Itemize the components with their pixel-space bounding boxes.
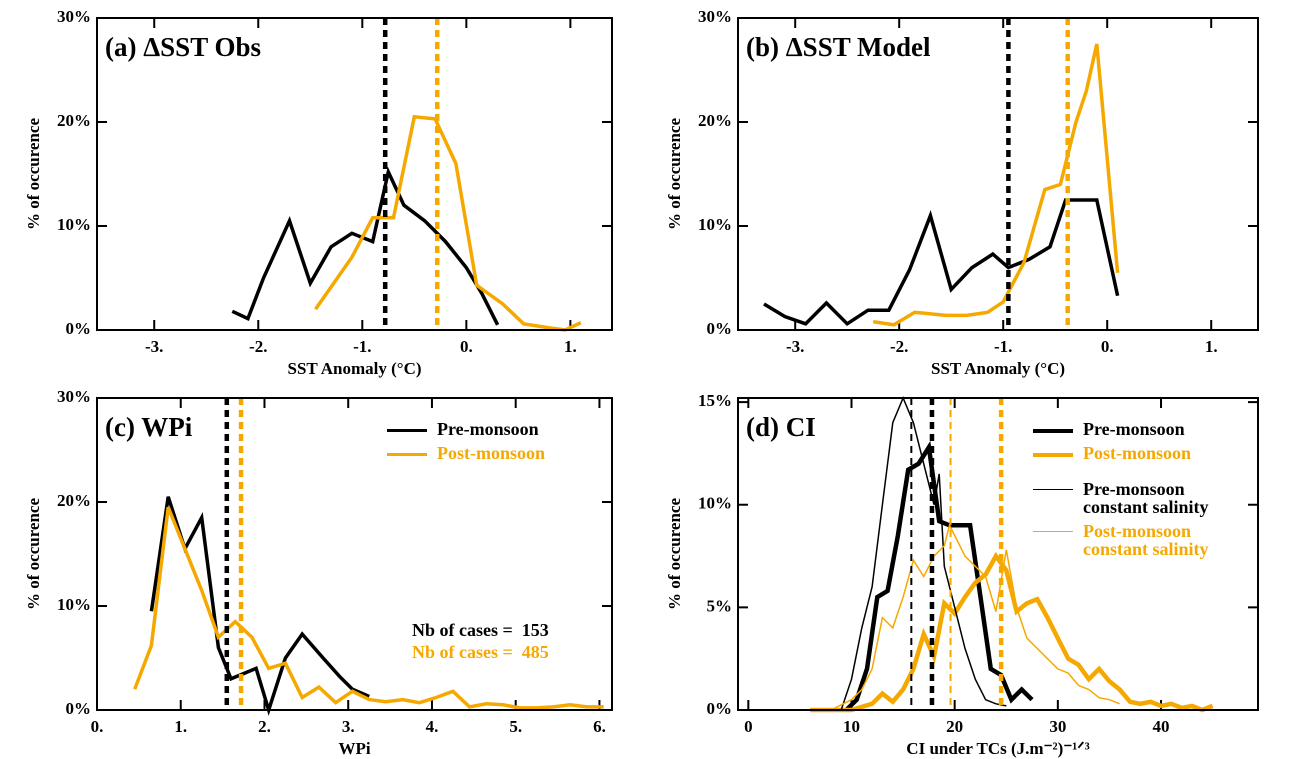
legend-item: Pre-monsoon <box>1033 420 1243 438</box>
y-tick-label: 0% <box>66 699 92 718</box>
legend-swatch <box>1033 531 1073 532</box>
series-line <box>810 523 1120 711</box>
y-tick-label: 20% <box>57 491 91 510</box>
annotation: Nb of cases = 485 <box>412 642 549 662</box>
x-tick-label: 40 <box>1153 717 1170 736</box>
legend: Pre-monsoon Post-monsoon Pre-monsoon const… <box>1033 420 1243 564</box>
y-tick-label: 10% <box>57 215 91 234</box>
x-tick-label: 3. <box>342 717 355 736</box>
legend-swatch <box>1033 489 1073 490</box>
plot-frame <box>96 397 613 711</box>
legend-label: Post-monsoon <box>437 443 546 463</box>
x-tick-label: 2. <box>258 717 271 736</box>
legend-label: Post-monsoon constant salinity <box>1083 521 1209 559</box>
legend-swatch <box>1033 453 1073 457</box>
legend-swatch <box>387 429 427 432</box>
annotation: Nb of cases = 153 <box>412 620 549 640</box>
series-line <box>810 551 1214 713</box>
x-tick-label: 0. <box>460 337 473 356</box>
y-tick-label: 30% <box>57 387 91 406</box>
x-tick-label: 5. <box>509 717 522 736</box>
series-line <box>763 198 1120 327</box>
y-axis-label: % of occurence <box>24 498 43 610</box>
x-tick-label: 0. <box>1101 337 1114 356</box>
plot-frame <box>96 17 613 331</box>
legend-label: Pre-monsoon constant salinity <box>1083 479 1209 517</box>
y-tick-label: 5% <box>707 596 733 615</box>
panel-title: (b) ΔSST Model <box>746 32 931 62</box>
x-tick-label: 30 <box>1049 717 1066 736</box>
x-tick-label: 0. <box>91 717 104 736</box>
legend-swatch <box>1033 429 1073 433</box>
panel-title: (c) WPi <box>105 412 193 442</box>
x-tick-label: -1. <box>353 337 371 356</box>
legend-label: Pre-monsoon <box>1083 419 1185 439</box>
y-tick-label: 0% <box>66 319 92 338</box>
x-tick-label: 1. <box>564 337 577 356</box>
x-tick-label: 10 <box>843 717 860 736</box>
series-line <box>133 506 604 710</box>
x-tick-label: -2. <box>890 337 908 356</box>
legend-label: Pre-monsoon <box>437 419 539 439</box>
x-axis-label: WPi <box>338 739 370 758</box>
y-axis-label: % of occurence <box>665 498 684 610</box>
y-tick-label: 15% <box>698 391 732 410</box>
plot-frame <box>737 397 1259 711</box>
series-line <box>231 166 500 326</box>
x-tick-label: -3. <box>145 337 163 356</box>
series-line <box>314 114 582 332</box>
x-axis-label: SST Anomaly (°C) <box>931 359 1065 378</box>
legend-label: Post-monsoon <box>1083 443 1192 463</box>
panel-title: (a) ΔSST Obs <box>105 32 261 62</box>
y-tick-label: 10% <box>698 494 732 513</box>
x-tick-label: -1. <box>994 337 1012 356</box>
plot-frame <box>737 17 1259 331</box>
x-axis-label: SST Anomaly (°C) <box>287 359 421 378</box>
legend-item: Pre-monsoon constant salinity <box>1033 480 1243 516</box>
x-tick-label: 0 <box>744 717 753 736</box>
y-tick-label: 10% <box>57 595 91 614</box>
x-tick-label: 1. <box>1205 337 1218 356</box>
y-tick-label: 20% <box>57 111 91 130</box>
legend-item: Post-monsoon <box>387 444 597 462</box>
legend-item: Post-monsoon <box>1033 444 1243 462</box>
x-tick-label: -2. <box>249 337 267 356</box>
x-axis-label: CI under TCs (J.m⁻²)⁻¹ᐟ³ <box>906 739 1089 758</box>
y-tick-label: 10% <box>698 215 732 234</box>
y-tick-label: 0% <box>707 319 733 338</box>
series-line <box>872 43 1120 327</box>
legend: Pre-monsoon Post-monsoon <box>387 420 597 468</box>
y-tick-label: 30% <box>57 7 91 26</box>
x-tick-label: 1. <box>174 717 187 736</box>
series-line <box>840 396 1007 711</box>
legend-swatch <box>387 453 427 456</box>
y-tick-label: 0% <box>707 699 733 718</box>
x-tick-label: 6. <box>593 717 606 736</box>
x-tick-label: 20 <box>946 717 963 736</box>
panel-title: (d) CI <box>746 412 816 442</box>
legend-item: Post-monsoon constant salinity <box>1033 522 1243 558</box>
y-tick-label: 30% <box>698 7 732 26</box>
legend-item: Pre-monsoon <box>387 420 597 438</box>
x-tick-label: -3. <box>786 337 804 356</box>
y-axis-label: % of occurence <box>665 118 684 230</box>
y-tick-label: 20% <box>698 111 732 130</box>
x-tick-label: 4. <box>426 717 439 736</box>
series-line <box>844 440 1034 712</box>
series-line <box>149 496 370 716</box>
y-axis-label: % of occurence <box>24 118 43 230</box>
